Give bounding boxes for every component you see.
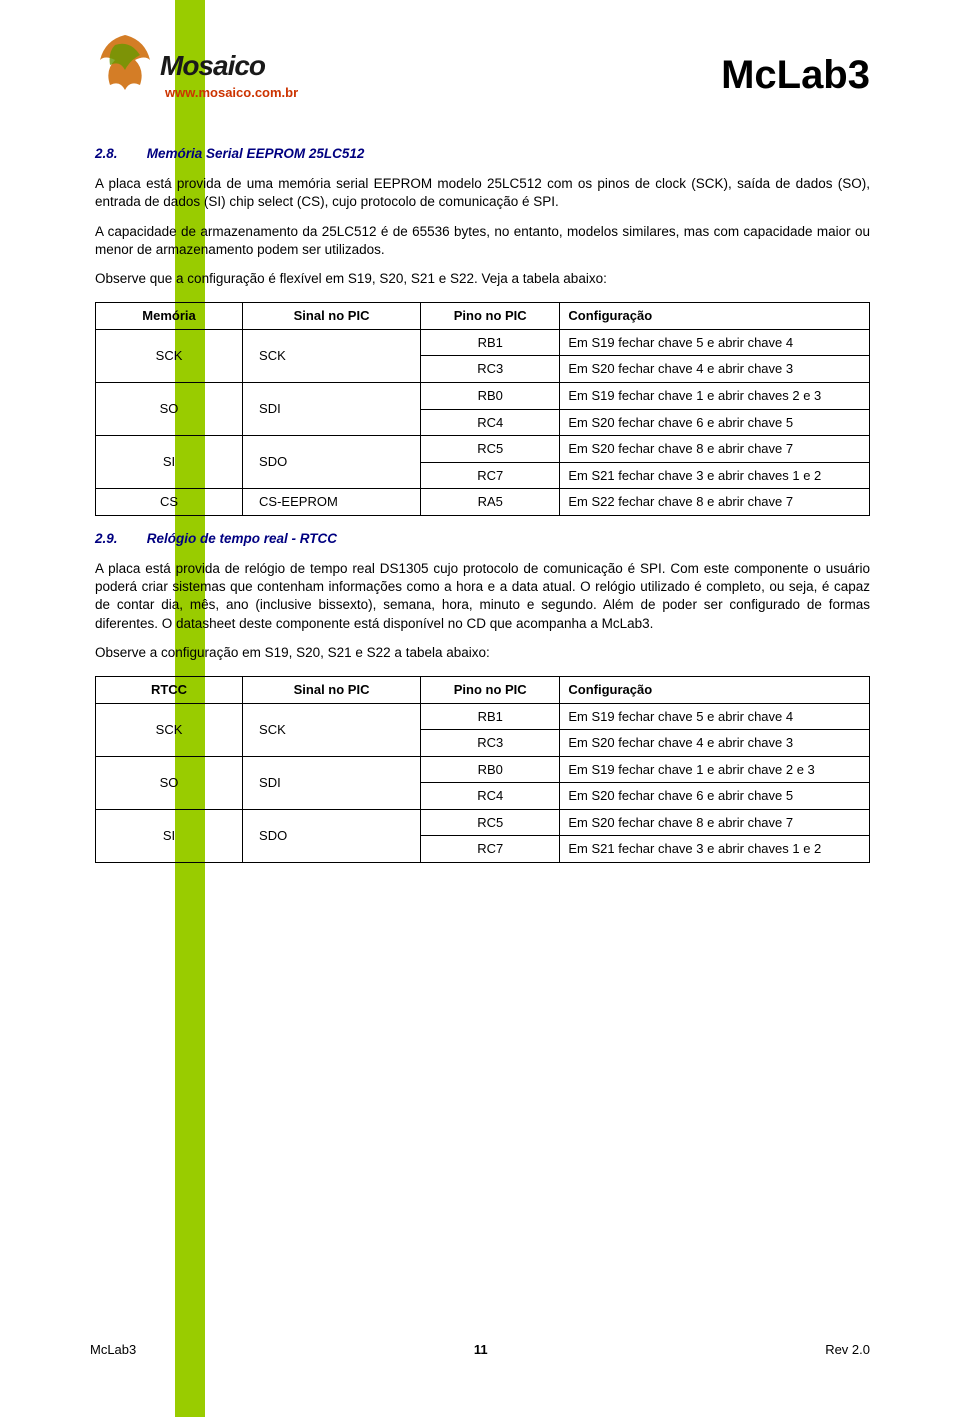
table-header-row: RTCC Sinal no PIC Pino no PIC Configuraç… xyxy=(96,677,870,704)
cell: Em S19 fechar chave 1 e abrir chave 2 e … xyxy=(560,756,870,783)
cell: CS xyxy=(96,489,243,516)
logo-text: Mosaico xyxy=(160,50,265,82)
col-header: Memória xyxy=(96,303,243,330)
col-header: Sinal no PIC xyxy=(243,677,421,704)
footer-left: McLab3 xyxy=(90,1342,136,1357)
cell: RC3 xyxy=(421,356,560,383)
table-row: SI SDO RC5 Em S20 fechar chave 8 e abrir… xyxy=(96,809,870,836)
cell: SI xyxy=(96,436,243,489)
page-footer: McLab3 11 Rev 2.0 xyxy=(90,1342,870,1357)
cell: SO xyxy=(96,756,243,809)
cell: RC7 xyxy=(421,462,560,489)
page-content: 2.8. Memória Serial EEPROM 25LC512 A pla… xyxy=(0,130,960,863)
cell: Em S21 fechar chave 3 e abrir chaves 1 e… xyxy=(560,462,870,489)
table-header-row: Memória Sinal no PIC Pino no PIC Configu… xyxy=(96,303,870,330)
cell: RA5 xyxy=(421,489,560,516)
logo-url: www.mosaico.com.br xyxy=(165,85,298,100)
cell: SCK xyxy=(96,703,243,756)
table-row: SI SDO RC5 Em S20 fechar chave 8 e abrir… xyxy=(96,436,870,463)
section-title: Relógio de tempo real - RTCC xyxy=(147,531,337,546)
cell: Em S20 fechar chave 4 e abrir chave 3 xyxy=(560,730,870,757)
section-title: Memória Serial EEPROM 25LC512 xyxy=(147,146,365,161)
memory-config-table: Memória Sinal no PIC Pino no PIC Configu… xyxy=(95,302,870,515)
cell: CS-EEPROM xyxy=(243,489,421,516)
section-number: 2.9. xyxy=(95,530,143,548)
cell: SDO xyxy=(243,436,421,489)
cell: Em S20 fechar chave 8 e abrir chave 7 xyxy=(560,809,870,836)
cell: SCK xyxy=(96,329,243,382)
cell: Em S22 fechar chave 8 e abrir chave 7 xyxy=(560,489,870,516)
paragraph: A placa está provida de uma memória seri… xyxy=(95,175,870,211)
cell: Em S20 fechar chave 6 e abrir chave 5 xyxy=(560,409,870,436)
cell: RB0 xyxy=(421,756,560,783)
table-row: SO SDI RB0 Em S19 fechar chave 1 e abrir… xyxy=(96,756,870,783)
paragraph: A capacidade de armazenamento da 25LC512… xyxy=(95,223,870,259)
cell: RB0 xyxy=(421,382,560,409)
cell: Em S21 fechar chave 3 e abrir chaves 1 e… xyxy=(560,836,870,863)
logo-icon xyxy=(90,30,160,100)
col-header: Configuração xyxy=(560,303,870,330)
page-number: 11 xyxy=(474,1342,488,1357)
section-heading-29: 2.9. Relógio de tempo real - RTCC xyxy=(95,530,870,548)
cell: SI xyxy=(96,809,243,862)
cell: Em S19 fechar chave 5 e abrir chave 4 xyxy=(560,703,870,730)
cell: RC4 xyxy=(421,783,560,810)
logo: Mosaico www.mosaico.com.br xyxy=(90,30,320,120)
cell: RC5 xyxy=(421,436,560,463)
cell: RC3 xyxy=(421,730,560,757)
rtcc-config-table: RTCC Sinal no PIC Pino no PIC Configuraç… xyxy=(95,676,870,863)
cell: RB1 xyxy=(421,703,560,730)
section-number: 2.8. xyxy=(95,145,143,163)
section-heading-28: 2.8. Memória Serial EEPROM 25LC512 xyxy=(95,145,870,163)
col-header: Pino no PIC xyxy=(421,303,560,330)
cell: Em S20 fechar chave 6 e abrir chave 5 xyxy=(560,783,870,810)
col-header: RTCC xyxy=(96,677,243,704)
cell: SCK xyxy=(243,703,421,756)
cell: SDO xyxy=(243,809,421,862)
cell: SO xyxy=(96,382,243,435)
cell: Em S19 fechar chave 1 e abrir chaves 2 e… xyxy=(560,382,870,409)
table-row: SCK SCK RB1 Em S19 fechar chave 5 e abri… xyxy=(96,703,870,730)
col-header: Configuração xyxy=(560,677,870,704)
table-row: SO SDI RB0 Em S19 fechar chave 1 e abrir… xyxy=(96,382,870,409)
paragraph: A placa está provida de relógio de tempo… xyxy=(95,560,870,633)
cell: Em S19 fechar chave 5 e abrir chave 4 xyxy=(560,329,870,356)
col-header: Sinal no PIC xyxy=(243,303,421,330)
cell: RC4 xyxy=(421,409,560,436)
cell: SDI xyxy=(243,756,421,809)
cell: Em S20 fechar chave 8 e abrir chave 7 xyxy=(560,436,870,463)
document-title: McLab3 xyxy=(721,53,870,98)
cell: RB1 xyxy=(421,329,560,356)
table-row: CS CS-EEPROM RA5 Em S22 fechar chave 8 e… xyxy=(96,489,870,516)
paragraph: Observe que a configuração é flexível em… xyxy=(95,270,870,288)
paragraph: Observe a configuração em S19, S20, S21 … xyxy=(95,644,870,662)
footer-right: Rev 2.0 xyxy=(825,1342,870,1357)
page-header: Mosaico www.mosaico.com.br McLab3 xyxy=(0,0,960,130)
col-header: Pino no PIC xyxy=(421,677,560,704)
table-row: SCK SCK RB1 Em S19 fechar chave 5 e abri… xyxy=(96,329,870,356)
cell: SCK xyxy=(243,329,421,382)
cell: SDI xyxy=(243,382,421,435)
cell: RC5 xyxy=(421,809,560,836)
cell: RC7 xyxy=(421,836,560,863)
cell: Em S20 fechar chave 4 e abrir chave 3 xyxy=(560,356,870,383)
